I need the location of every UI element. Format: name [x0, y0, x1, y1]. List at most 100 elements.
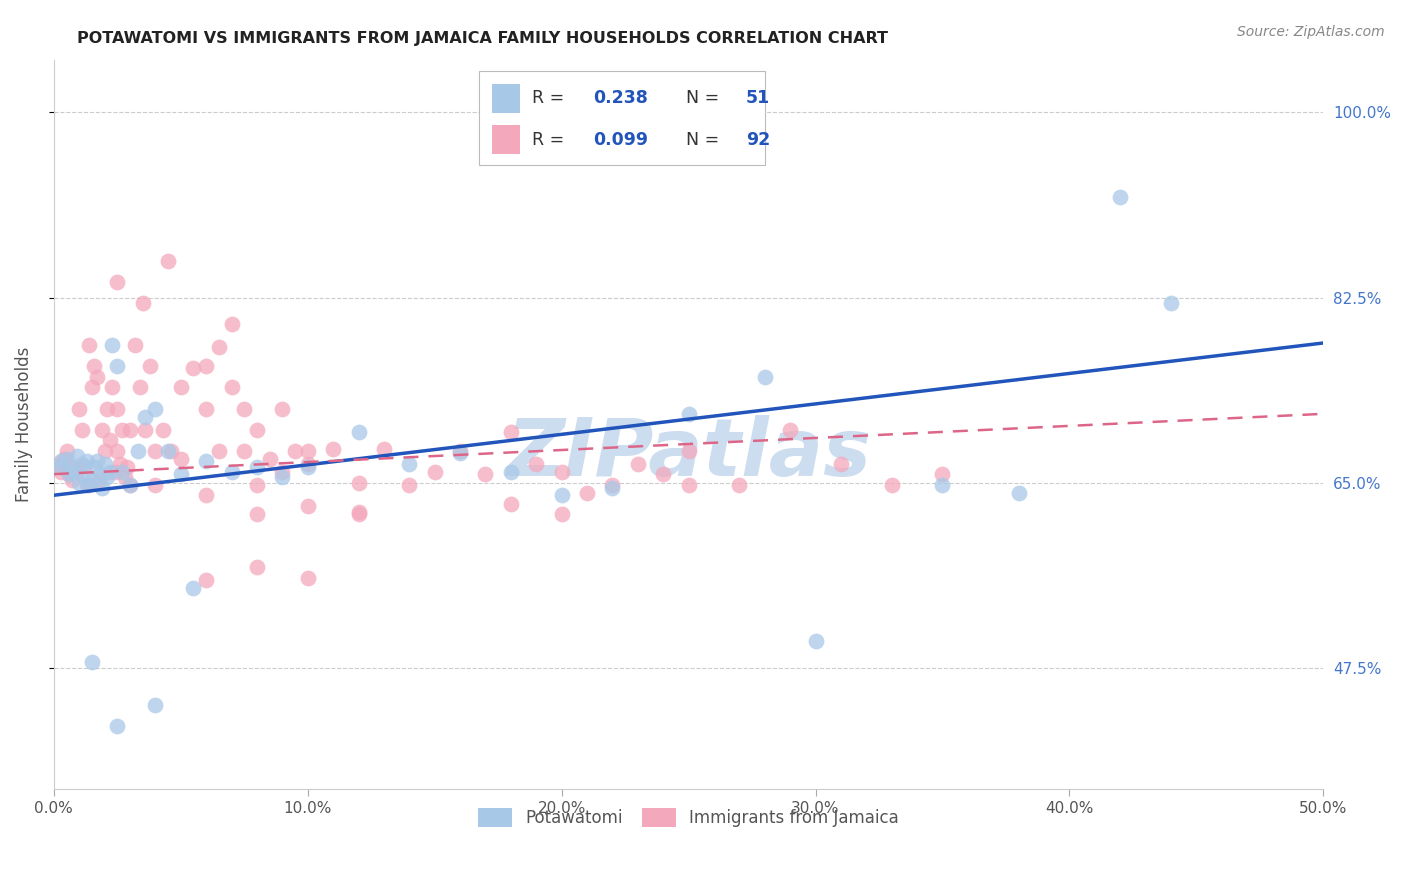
Point [322, 442, 344, 456]
Point [233, 443, 256, 458]
Point [159, 443, 181, 458]
Point [524, 457, 547, 471]
Point [91, 481, 114, 495]
Point [104, 465, 127, 479]
Point [678, 407, 700, 421]
Y-axis label: Family Households: Family Households [15, 347, 32, 502]
Point [221, 317, 243, 331]
Point [246, 459, 269, 474]
Point [145, 443, 167, 458]
Point [93, 443, 115, 458]
Point [118, 477, 141, 491]
Point [134, 409, 156, 424]
Point [297, 571, 319, 585]
Point [96, 401, 118, 416]
Point [398, 457, 420, 471]
Point [89, 467, 111, 482]
Point [474, 467, 496, 482]
Point [259, 452, 281, 467]
Text: R =: R = [533, 89, 571, 107]
Point [124, 338, 146, 352]
Point [111, 423, 134, 437]
Point [86, 369, 108, 384]
Point [101, 380, 124, 394]
Point [129, 380, 152, 394]
Point [96, 470, 118, 484]
Point [423, 465, 446, 479]
Point [550, 508, 572, 522]
FancyBboxPatch shape [492, 84, 520, 113]
Point [297, 459, 319, 474]
Text: Source: ZipAtlas.com: Source: ZipAtlas.com [1237, 25, 1385, 39]
Point [139, 359, 162, 374]
Point [931, 467, 953, 482]
Point [678, 443, 700, 458]
Text: 0.238: 0.238 [593, 89, 648, 107]
Point [83, 359, 105, 374]
Point [575, 486, 598, 500]
Point [101, 338, 124, 352]
Point [602, 481, 624, 495]
Point [550, 488, 572, 502]
Point [170, 452, 193, 467]
Point [60, 474, 83, 488]
Point [233, 401, 256, 416]
Point [76, 477, 98, 491]
Point [91, 423, 114, 437]
Point [221, 380, 243, 394]
Point [652, 467, 675, 482]
Point [70, 457, 93, 471]
Point [89, 474, 111, 488]
Text: N =: N = [675, 89, 724, 107]
Point [157, 443, 180, 458]
Text: 92: 92 [745, 131, 770, 149]
Point [131, 295, 153, 310]
Point [93, 457, 115, 471]
Point [195, 401, 218, 416]
Point [145, 698, 167, 712]
Point [499, 465, 522, 479]
Point [105, 401, 128, 416]
Point [86, 454, 108, 468]
Point [66, 465, 89, 479]
Point [152, 423, 174, 437]
Point [931, 477, 953, 491]
Point [105, 443, 128, 458]
Point [347, 425, 370, 439]
Point [297, 443, 319, 458]
FancyBboxPatch shape [479, 70, 765, 165]
Point [373, 442, 395, 456]
Point [105, 275, 128, 289]
Point [157, 253, 180, 268]
Point [58, 467, 80, 482]
Point [60, 465, 83, 479]
Point [80, 656, 103, 670]
Point [208, 443, 231, 458]
Point [63, 459, 86, 474]
Point [66, 449, 89, 463]
Point [550, 465, 572, 479]
Point [1160, 295, 1182, 310]
Text: N =: N = [675, 131, 724, 149]
Point [105, 359, 128, 374]
Text: POTAWATOMI VS IMMIGRANTS FROM JAMAICA FAMILY HOUSEHOLDS CORRELATION CHART: POTAWATOMI VS IMMIGRANTS FROM JAMAICA FA… [77, 31, 889, 46]
Point [195, 488, 218, 502]
Point [678, 477, 700, 491]
Point [195, 573, 218, 587]
Point [80, 380, 103, 394]
Point [83, 459, 105, 474]
Point [80, 474, 103, 488]
Point [499, 497, 522, 511]
Point [67, 401, 90, 416]
Point [118, 423, 141, 437]
Point [67, 475, 90, 490]
Point [183, 582, 205, 596]
Point [108, 457, 131, 471]
Point [98, 434, 121, 448]
Point [246, 477, 269, 491]
Point [170, 467, 193, 482]
Text: 51: 51 [745, 89, 770, 107]
Point [449, 443, 471, 458]
Point [246, 423, 269, 437]
Point [271, 470, 294, 484]
